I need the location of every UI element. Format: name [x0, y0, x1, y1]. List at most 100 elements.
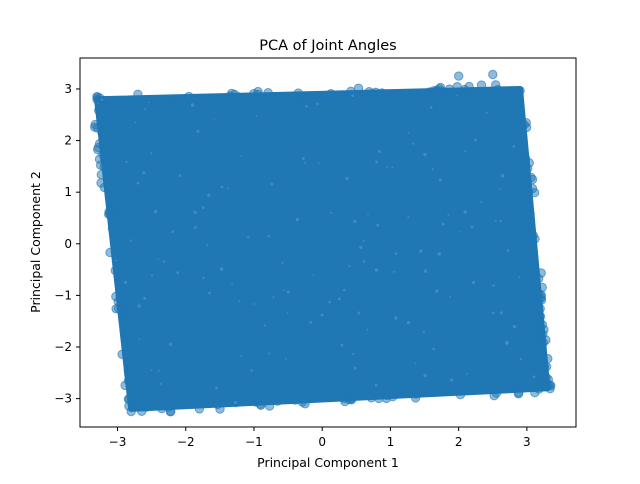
data-point: [206, 244, 208, 246]
data-point: [154, 210, 157, 213]
data-point: [302, 157, 305, 160]
data-point: [547, 382, 555, 390]
data-point: [301, 400, 309, 408]
data-point: [111, 233, 119, 241]
data-point: [234, 401, 237, 404]
data-point: [115, 260, 117, 262]
data-point: [519, 160, 527, 168]
data-point: [520, 358, 522, 360]
data-point: [148, 399, 156, 407]
y-tick-label: 2: [64, 134, 72, 148]
x-tick-label: 0: [318, 435, 326, 449]
data-point: [210, 96, 218, 104]
data-point: [241, 155, 243, 157]
data-point: [414, 387, 422, 395]
data-point: [447, 214, 449, 216]
data-point: [283, 289, 285, 291]
data-point: [442, 223, 445, 226]
data-point: [502, 382, 510, 390]
data-point: [457, 94, 459, 96]
data-point: [378, 150, 381, 153]
data-point: [234, 93, 242, 101]
x-tick-label: −3: [109, 435, 127, 449]
x-axis-label: Principal Component 1: [257, 455, 399, 470]
data-point: [492, 284, 494, 286]
data-point: [272, 296, 274, 298]
data-point: [492, 312, 495, 315]
data-point: [214, 118, 216, 120]
data-point: [151, 274, 153, 276]
data-point: [96, 161, 104, 169]
data-point: [435, 290, 438, 293]
data-point: [507, 249, 510, 252]
data-point: [134, 90, 142, 98]
y-tick-label: −1: [54, 288, 72, 302]
data-point: [296, 218, 299, 221]
data-point: [528, 184, 536, 192]
data-point: [456, 391, 464, 399]
data-point: [123, 351, 131, 359]
data-point: [115, 260, 123, 268]
data-point: [167, 407, 175, 415]
data-point: [330, 212, 332, 214]
data-point: [257, 401, 265, 409]
data-point: [537, 293, 545, 301]
data-point: [304, 162, 306, 164]
data-point: [481, 201, 483, 203]
data-point: [539, 339, 547, 347]
data-point: [158, 370, 160, 372]
data-point: [348, 265, 350, 267]
data-point: [527, 173, 535, 181]
data-point: [273, 397, 281, 405]
data-point: [504, 88, 512, 96]
data-point: [195, 96, 203, 104]
data-point: [150, 152, 152, 154]
data-point: [366, 329, 368, 331]
data-point: [544, 355, 552, 363]
data-point: [202, 206, 205, 209]
data-point: [474, 139, 477, 142]
data-point: [449, 296, 451, 298]
data-point: [347, 396, 355, 404]
data-point: [287, 291, 290, 294]
data-point: [98, 117, 106, 125]
data-point: [389, 91, 397, 99]
data-point: [124, 281, 127, 284]
x-tick-label: 1: [387, 435, 395, 449]
data-point: [281, 262, 283, 264]
data-point: [338, 298, 341, 301]
data-point: [123, 327, 131, 335]
data-point: [512, 91, 520, 99]
data-point: [151, 370, 153, 372]
data-point: [130, 239, 132, 241]
data-point: [352, 353, 354, 355]
data-point: [437, 252, 441, 256]
data-point: [247, 236, 249, 238]
data-point: [489, 70, 497, 78]
data-point: [194, 226, 197, 229]
data-point: [432, 348, 435, 351]
data-point: [231, 283, 233, 285]
data-point: [309, 321, 312, 324]
data-point: [500, 220, 502, 222]
data-point: [506, 342, 509, 345]
data-point: [341, 344, 344, 347]
data-point: [117, 277, 125, 285]
data-point: [523, 202, 531, 210]
data-point: [214, 400, 222, 408]
data-point: [191, 103, 195, 107]
data-point: [424, 269, 427, 272]
data-point: [343, 289, 346, 292]
data-point: [267, 235, 270, 238]
data-point: [156, 400, 164, 408]
data-point: [202, 277, 204, 279]
data-point: [486, 112, 488, 114]
data-point: [514, 390, 522, 398]
data-point: [375, 268, 379, 272]
data-point: [423, 331, 425, 333]
data-point: [169, 343, 172, 346]
data-point: [221, 186, 224, 189]
data-point: [250, 369, 253, 372]
data-point: [376, 224, 379, 227]
data-point: [526, 210, 534, 218]
